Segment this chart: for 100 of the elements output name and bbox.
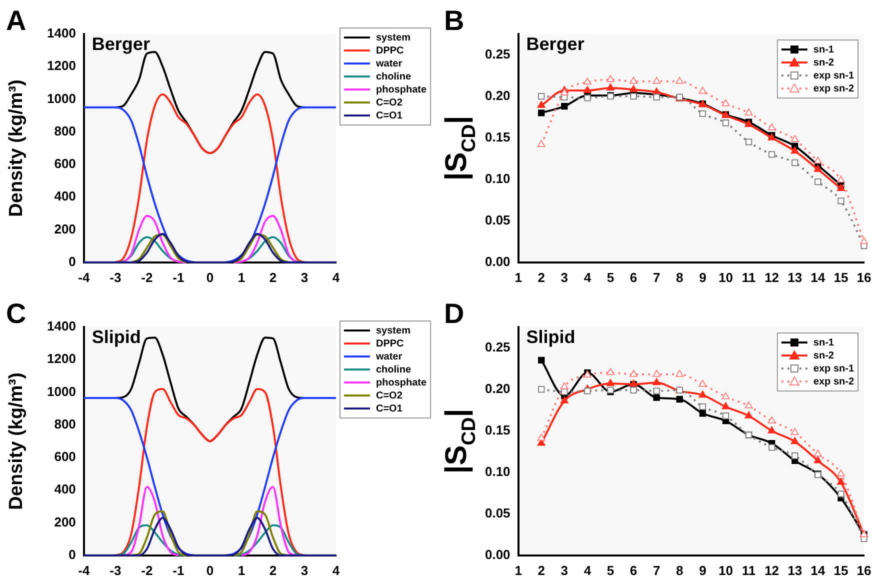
x-tick-label: 1 [514, 270, 522, 285]
y-tick-label: 0 [68, 546, 76, 562]
x-tick-label: 3 [560, 270, 568, 285]
x-tick-label: 13 [788, 270, 802, 285]
x-tick-label: 6 [630, 562, 638, 578]
y-tick-label: 1400 [47, 318, 76, 334]
y-axis-title: |SCD| [440, 408, 480, 474]
x-tick-label: 3 [560, 562, 568, 578]
x-tick-label: 1 [238, 562, 246, 578]
y-tick-label: 800 [54, 416, 76, 432]
chart-title: Berger [526, 34, 584, 54]
x-tick-label: 3 [300, 270, 308, 285]
y-tick-label: 0.15 [484, 422, 510, 438]
y-tick-label: 200 [54, 221, 76, 236]
x-tick-label: -4 [78, 270, 90, 285]
x-tick-label: 8 [676, 270, 684, 285]
x-tick-label: -4 [78, 562, 90, 578]
x-tick-label: 5 [606, 562, 614, 578]
x-tick-label: 14 [810, 270, 826, 285]
x-tick-label: 2 [538, 562, 545, 578]
y-tick-label: 200 [54, 514, 76, 530]
legend-label: water [375, 58, 402, 70]
x-tick-label: 0 [206, 270, 214, 285]
y-tick-label: 0.05 [484, 212, 510, 228]
legend-label: phosphate [376, 377, 427, 388]
x-tick-label: -3 [110, 562, 122, 578]
legend-label: C=O2 [376, 97, 403, 108]
legend-label: choline [376, 364, 412, 376]
y-tick-label: 800 [54, 123, 76, 138]
x-tick-label: 8 [676, 562, 684, 578]
x-tick-label: 10 [718, 562, 733, 578]
x-tick-label: -1 [172, 270, 184, 285]
y-tick-label: 600 [54, 449, 76, 464]
y-tick-label: 1000 [47, 384, 76, 399]
y-axis-title: |SCD| [440, 116, 480, 181]
legend-label: exp sn-1 [813, 70, 854, 82]
chart-title: Slipid [526, 327, 576, 347]
legend-label: DPPC [376, 338, 404, 350]
x-tick-label: 9 [699, 270, 706, 285]
legend-label: sn-1 [813, 337, 834, 348]
x-tick-label: 4 [332, 270, 340, 285]
legend-label: system [376, 325, 411, 336]
legend-label: C=O1 [376, 403, 403, 414]
x-tick-label: 6 [630, 270, 638, 285]
legend-label: exp sn-2 [813, 376, 854, 388]
x-tick-label: 15 [834, 562, 848, 578]
y-tick-label: 1200 [47, 351, 76, 366]
y-tick-label: 1400 [47, 26, 76, 41]
y-tick-label: 0.15 [484, 129, 510, 144]
y-tick-label: 0.25 [484, 46, 510, 62]
x-tick-label: 10 [718, 270, 733, 285]
legend-label: sn-2 [813, 350, 834, 362]
y-tick-label: 0.25 [484, 339, 510, 354]
y-tick-label: 600 [54, 156, 76, 172]
x-tick-label: 1 [238, 270, 246, 285]
x-tick-label: 12 [764, 270, 780, 285]
y-axis-title: Density (kg/m³) [6, 80, 27, 217]
legend-label: water [375, 351, 402, 362]
y-tick-label: 400 [54, 188, 76, 204]
x-tick-label: 3 [300, 562, 308, 578]
x-tick-label: 14 [810, 562, 826, 578]
legend-label: system [376, 32, 411, 44]
text: D [444, 298, 464, 329]
legend-label: DPPC [376, 45, 404, 56]
x-tick-label: 2 [269, 270, 277, 285]
x-tick-label: 7 [652, 562, 660, 578]
x-tick-label: -2 [141, 562, 153, 578]
y-tick-label: 0.10 [484, 170, 510, 186]
x-tick-label: 7 [652, 270, 660, 285]
x-tick-label: -1 [172, 562, 184, 578]
chart-title: Berger [92, 34, 150, 54]
legend-label: exp sn-1 [813, 363, 854, 374]
x-tick-label: 13 [788, 562, 802, 578]
x-tick-label: 2 [269, 562, 277, 578]
y-tick-label: 0 [68, 254, 76, 269]
y-tick-label: 400 [54, 482, 76, 497]
text: A [6, 5, 26, 36]
x-tick-label: 4 [584, 562, 592, 578]
x-tick-label: 2 [538, 270, 545, 285]
x-tick-label: -2 [141, 270, 153, 285]
x-tick-label: 15 [834, 270, 848, 285]
y-tick-label: 0.05 [484, 505, 510, 520]
x-tick-label: -3 [110, 270, 122, 285]
x-tick-label: 9 [699, 562, 706, 578]
legend-label: sn-1 [813, 44, 834, 56]
y-tick-label: 1000 [47, 90, 76, 106]
x-tick-label: 11 [742, 562, 756, 578]
x-tick-label: 1 [514, 562, 522, 578]
y-tick-label: 0.00 [484, 546, 510, 562]
legend-label: C=O2 [376, 390, 403, 402]
x-tick-label: 16 [856, 270, 872, 285]
x-tick-label: 4 [332, 562, 340, 578]
x-tick-label: 5 [606, 270, 614, 285]
text: B [444, 5, 464, 36]
x-tick-label: 11 [742, 270, 756, 285]
chart-title: Slipid [92, 327, 141, 347]
x-tick-label: 0 [206, 562, 214, 578]
legend-label: exp sn-2 [813, 83, 854, 94]
y-tick-label: 0.20 [484, 380, 510, 396]
x-tick-label: 4 [584, 270, 592, 285]
